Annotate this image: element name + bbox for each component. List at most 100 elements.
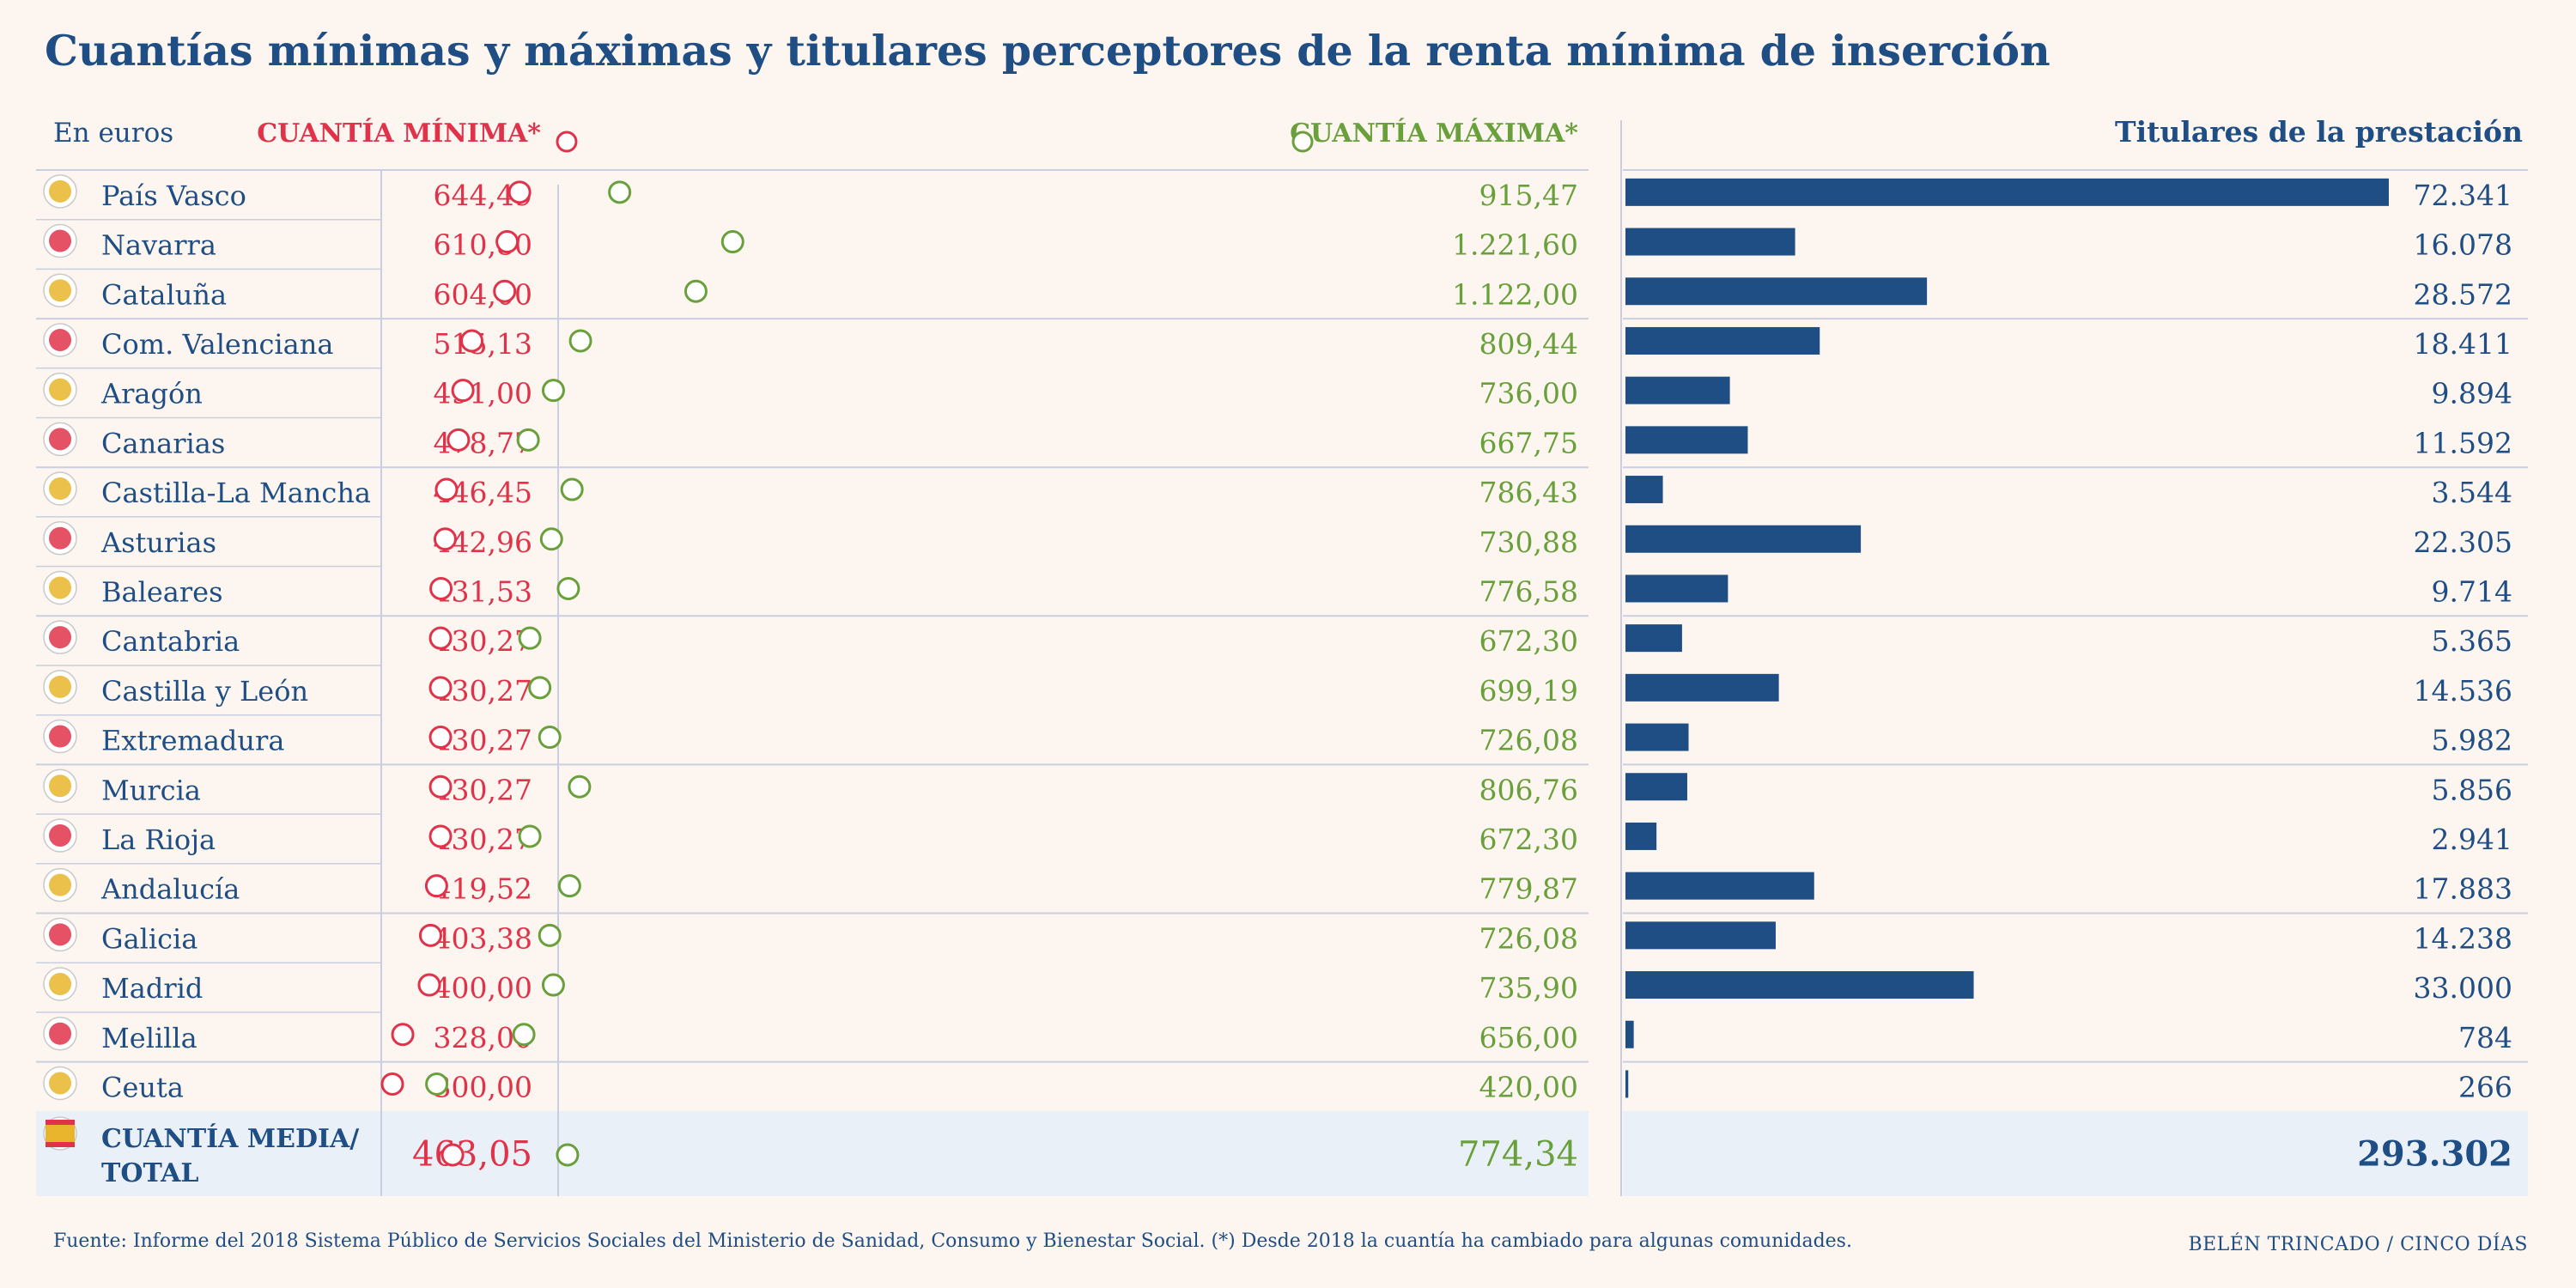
max-point (568, 329, 592, 353)
min-point (417, 973, 441, 997)
baleares-flag-icon (43, 570, 77, 605)
min-point (428, 775, 453, 799)
max-point (683, 279, 708, 303)
recipients-header: Titulares de la prestación (2115, 115, 2523, 149)
spain-flag-icon (43, 1116, 77, 1151)
recipients-value-label: 266 (2458, 1070, 2512, 1103)
min-value-label: 300,00 (434, 1070, 532, 1103)
asturias-flag-icon (43, 521, 77, 556)
min-point (391, 1023, 415, 1047)
min-point (428, 676, 453, 700)
recipients-bar (1625, 624, 1682, 653)
recipients-bar (1625, 525, 1862, 553)
table-row: Cantabria430,27672,305.365 (36, 620, 2512, 666)
min-point (493, 279, 517, 303)
recipients-bar (1625, 228, 1795, 256)
max-value-label: 735,90 (1479, 971, 1578, 1005)
region-name: Extremadura (101, 725, 284, 757)
min-point (495, 230, 519, 254)
min-point (433, 527, 457, 551)
table-row: País Vasco 644,49 915,47 72.341 (36, 174, 2512, 221)
max-value-label: 667,75 (1479, 426, 1578, 459)
aragon-flag-icon (43, 372, 77, 407)
table-row: Cataluña 604,00 1.122,00 28.572 (36, 273, 2528, 320)
max-value-label: 699,19 (1479, 674, 1578, 708)
recipients-bar (1625, 1070, 1629, 1098)
max-point (538, 923, 562, 947)
min-point (460, 329, 484, 353)
recipients-bar (1625, 673, 1779, 702)
chart-title: Cuantías mínimas y máximas y titulares p… (45, 26, 2050, 76)
region-name: Asturias (100, 526, 216, 559)
table-row: La Rioja430,27672,302.941 (36, 818, 2512, 865)
table-row: Murcia430,27806,765.856 (36, 769, 2512, 815)
table-row: Ceuta 300,00 420,00 266 (43, 1066, 2512, 1103)
recipients-value-label: 72.341 (2414, 179, 2512, 212)
recipients-value-label: 14.536 (2414, 674, 2512, 708)
total-max-label: 774,34 (1458, 1135, 1578, 1175)
min-point (380, 1072, 404, 1096)
max-value-label: 726,08 (1479, 921, 1578, 955)
region-name: Melilla (101, 1022, 197, 1054)
recipients-bar (1625, 822, 1657, 850)
max-point (556, 576, 580, 600)
region-name: Madrid (101, 972, 203, 1005)
total-row-bg-left (36, 1111, 1589, 1196)
recipients-value-label: 5.856 (2432, 773, 2512, 806)
min-point (424, 874, 448, 898)
recipients-bar (1625, 921, 1776, 950)
max-value-label: 730,88 (1479, 526, 1578, 559)
region-name: Castilla y León (101, 675, 308, 708)
region-name: Cantabria (101, 625, 240, 658)
recipients-bar (1625, 178, 2389, 206)
table-row: Extremadura430,27726,085.982 (36, 719, 2528, 766)
recipients-value-label: 9.894 (2432, 377, 2512, 410)
max-point (568, 775, 592, 799)
recipients-bar (1625, 773, 1687, 801)
total-recipients-label: 293.302 (2357, 1134, 2512, 1175)
murcia-flag-icon (43, 769, 77, 803)
total-max-point (556, 1143, 580, 1167)
max-point (541, 973, 565, 997)
max-point (512, 1023, 536, 1047)
max-point (557, 874, 581, 898)
recipients-bar (1625, 277, 1928, 306)
region-name: Andalucía (100, 873, 240, 906)
min-point (429, 576, 453, 600)
max-value-label: 672,30 (1479, 823, 1578, 856)
madrid-flag-icon (43, 967, 77, 1001)
region-name: La Rioja (101, 823, 216, 856)
castilla-y-leon-flag-icon (43, 670, 77, 704)
table-row: Navarra 610,80 1.221,60 16.078 (36, 223, 2512, 270)
max-value-label: 1.221,60 (1452, 228, 1578, 262)
max-point (608, 180, 632, 204)
recipients-value-label: 18.411 (2414, 327, 2512, 361)
recipients-value-label: 16.078 (2414, 228, 2512, 262)
max-point (538, 726, 562, 750)
valencia-flag-icon (43, 323, 77, 357)
max-value-label: 776,58 (1479, 574, 1578, 608)
cantabria-flag-icon (43, 620, 77, 654)
recipients-value-label: 2.941 (2432, 823, 2512, 856)
max-value-label: 736,00 (1479, 377, 1578, 410)
max-legend-label: CUANTÍA MÁXIMA* (1290, 118, 1578, 149)
canarias-flag-icon (43, 422, 77, 457)
castilla-la-mancha-flag-icon (43, 471, 77, 506)
max-value-label: 1.122,00 (1452, 277, 1578, 311)
region-name: País Vasco (101, 179, 246, 212)
ceuta-flag-icon (43, 1066, 77, 1101)
max-value-label: 656,00 (1479, 1021, 1578, 1054)
max-point (516, 428, 540, 452)
total-min-point (440, 1143, 465, 1167)
la-rioja-flag-icon (43, 818, 77, 853)
max-value-label: 420,00 (1479, 1070, 1578, 1103)
total-row: CUANTÍA MEDIA/TOTAL 463,05 774,34 293.302 (43, 1116, 2512, 1188)
region-name: Navarra (101, 229, 216, 262)
recipients-bar (1625, 426, 1748, 454)
region-name: Murcia (101, 774, 201, 806)
